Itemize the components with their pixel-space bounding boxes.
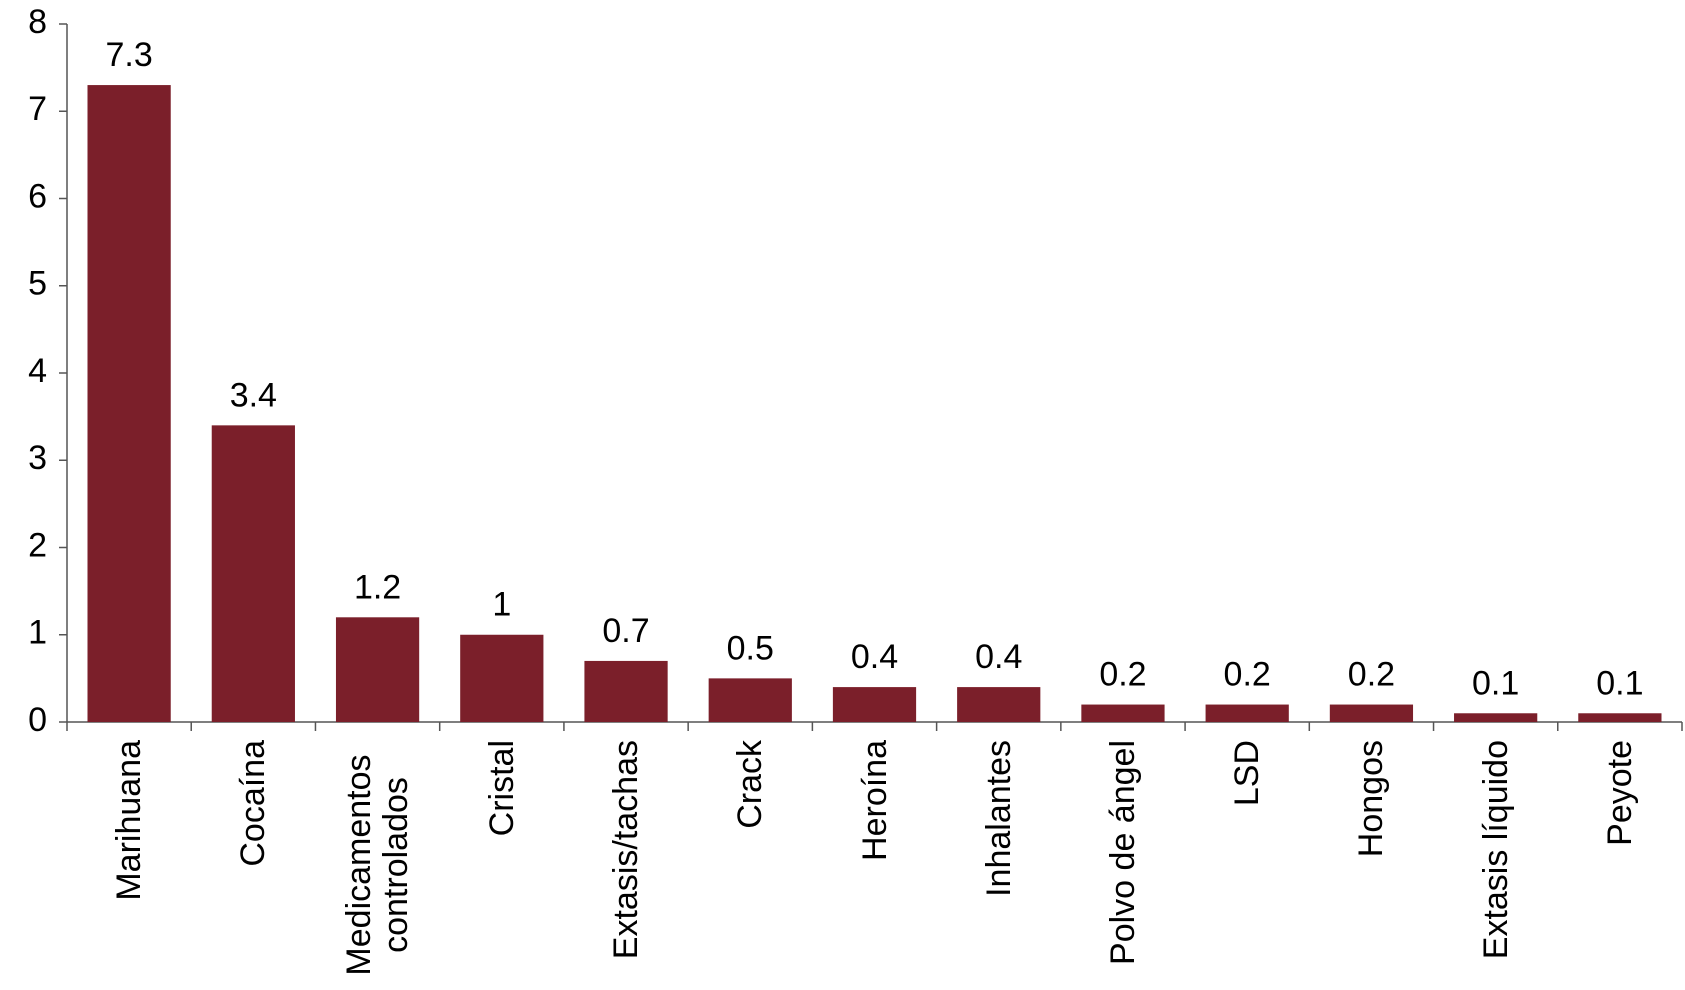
value-label: 7.3 — [105, 36, 152, 74]
x-tick-label: Peyote — [1600, 740, 1639, 846]
y-tick-label: 5 — [28, 265, 47, 303]
y-tick-label: 2 — [28, 526, 47, 564]
x-tick-label: Polvo de ángel — [1103, 740, 1142, 965]
bar — [87, 85, 171, 722]
x-tick-label: Hongos — [1351, 740, 1390, 858]
bar — [460, 634, 544, 722]
value-label: 0.2 — [1348, 656, 1395, 694]
bar — [335, 617, 420, 722]
x-tick-label: LSD — [1227, 740, 1266, 807]
bar — [708, 678, 792, 722]
value-label: 0.2 — [1099, 656, 1146, 694]
value-label: 0.4 — [851, 638, 898, 676]
x-tick-label: Extasis/tachas — [606, 740, 645, 960]
value-label: 0.4 — [975, 638, 1022, 676]
bar — [1578, 713, 1662, 722]
value-label: 0.1 — [1472, 664, 1519, 702]
x-tick-label: Cocaína — [233, 740, 272, 867]
bar — [584, 660, 668, 722]
bar — [1205, 704, 1289, 722]
y-tick-label: 3 — [28, 439, 47, 477]
y-tick-label: 6 — [28, 177, 47, 215]
value-label: 3.4 — [230, 376, 277, 414]
x-tick-label: Heroína — [855, 740, 893, 861]
bar — [832, 687, 917, 722]
x-tick-label: Extasis líquido — [1476, 740, 1515, 960]
y-tick-label: 1 — [28, 614, 47, 652]
x-tick-label: Crack — [730, 740, 769, 829]
value-label: 0.1 — [1596, 664, 1643, 702]
y-tick-label: 0 — [28, 701, 47, 739]
bar — [1454, 713, 1538, 722]
y-tick-label: 8 — [28, 3, 47, 41]
x-tick-label: Marihuana — [109, 740, 148, 901]
value-label: 0.5 — [727, 629, 774, 667]
value-label: 0.2 — [1224, 656, 1271, 694]
x-tick-label: Medicamentos controlados — [339, 754, 415, 976]
bar — [957, 687, 1041, 722]
x-tick-label: Cristal — [482, 740, 521, 837]
value-label: 1.2 — [354, 568, 401, 606]
x-tick-label: Inhalantes — [979, 740, 1018, 897]
value-label: 1 — [492, 586, 511, 624]
bar — [1081, 704, 1165, 722]
bar — [211, 425, 295, 722]
y-tick-label: 7 — [28, 90, 47, 128]
value-label: 0.7 — [602, 612, 649, 650]
y-tick-label: 4 — [28, 352, 47, 390]
bar — [1329, 704, 1414, 722]
